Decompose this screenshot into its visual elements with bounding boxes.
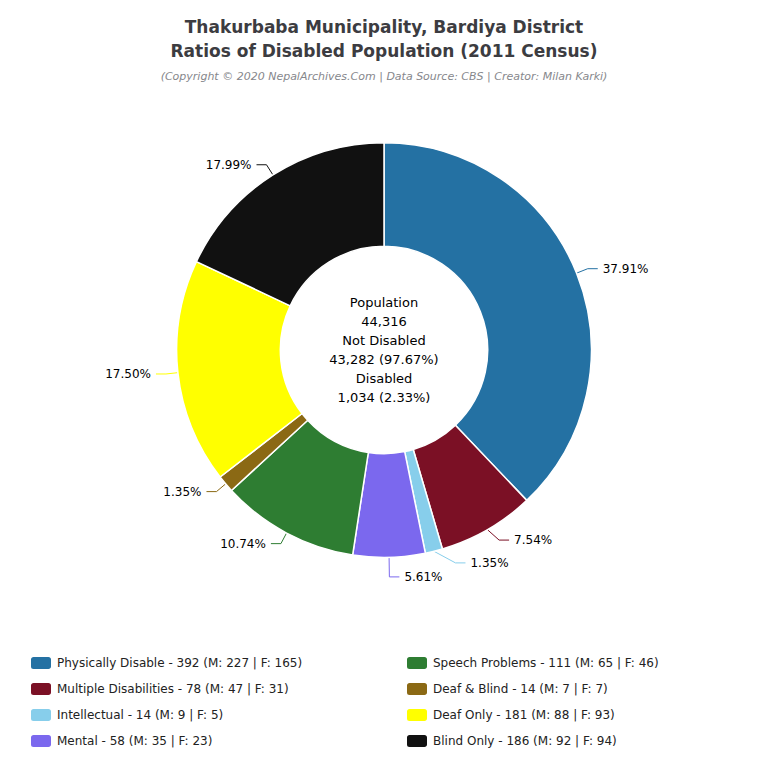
svg-text:10.74%: 10.74%	[220, 537, 266, 551]
svg-text:Not Disabled: Not Disabled	[342, 333, 425, 348]
svg-text:1.35%: 1.35%	[470, 556, 508, 570]
svg-text:Mental - 58 (M: 35 | F: 23): Mental - 58 (M: 35 | F: 23)	[57, 734, 212, 748]
svg-text:7.54%: 7.54%	[514, 533, 552, 547]
svg-text:Deaf & Blind - 14 (M: 7 | F: 7: Deaf & Blind - 14 (M: 7 | F: 7)	[433, 682, 608, 696]
svg-text:Population: Population	[350, 295, 418, 310]
svg-text:Intellectual - 14 (M: 9 | F: 5: Intellectual - 14 (M: 9 | F: 5)	[57, 708, 223, 722]
svg-text:5.61%: 5.61%	[404, 570, 442, 584]
svg-text:44,316: 44,316	[361, 314, 407, 329]
svg-text:Multiple Disabilities - 78 (M:: Multiple Disabilities - 78 (M: 47 | F: 3…	[57, 682, 289, 696]
svg-text:Physically Disable - 392 (M: 2: Physically Disable - 392 (M: 227 | F: 16…	[57, 656, 302, 670]
svg-text:(Copyright © 2020 NepalArchive: (Copyright © 2020 NepalArchives.Com | Da…	[161, 70, 608, 83]
svg-text:17.99%: 17.99%	[206, 158, 252, 172]
svg-text:Blind Only - 186 (M: 92 | F: 9: Blind Only - 186 (M: 92 | F: 94)	[433, 734, 617, 748]
svg-text:Ratios of Disabled Population: Ratios of Disabled Population (2011 Cens…	[171, 41, 598, 61]
svg-text:Disabled: Disabled	[356, 371, 412, 386]
svg-text:1,034 (2.33%): 1,034 (2.33%)	[338, 390, 431, 405]
svg-text:1.35%: 1.35%	[163, 485, 201, 499]
svg-text:Thakurbaba Municipality, Bardi: Thakurbaba Municipality, Bardiya Distric…	[185, 17, 583, 37]
svg-text:17.50%: 17.50%	[105, 367, 151, 381]
svg-text:Deaf Only - 181 (M: 88 | F: 93: Deaf Only - 181 (M: 88 | F: 93)	[433, 708, 615, 722]
svg-text:37.91%: 37.91%	[603, 262, 649, 276]
svg-text:43,282 (97.67%): 43,282 (97.67%)	[329, 352, 438, 367]
svg-text:Speech Problems - 111 (M: 65 |: Speech Problems - 111 (M: 65 | F: 46)	[433, 656, 659, 670]
